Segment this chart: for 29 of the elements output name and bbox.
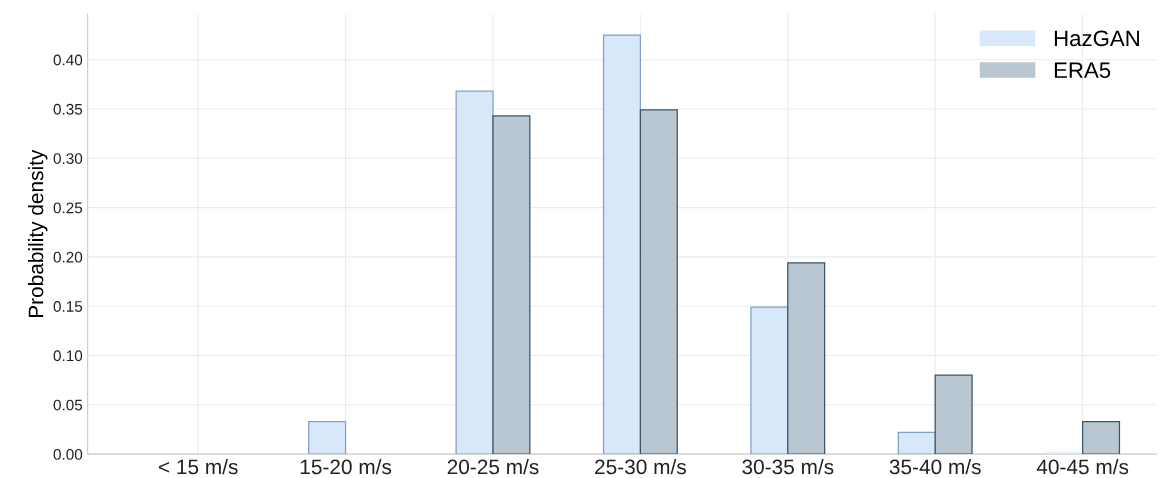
x-tick-label: 25-30 m/s — [595, 458, 686, 475]
x-tick-label: 40-45 m/s — [1036, 458, 1129, 475]
y-tick-label: 0.10 — [53, 350, 83, 362]
bar — [1081, 420, 1121, 455]
y-tick-label: 0.25 — [53, 202, 83, 214]
y-axis-title: Probability density — [28, 149, 48, 318]
y-tick-label: 0.20 — [53, 251, 83, 263]
x-tick-label: < 15 m/s — [158, 458, 238, 475]
y-tick-label: 0.40 — [53, 54, 83, 66]
y-tick-label: 0.05 — [53, 399, 83, 411]
bar — [934, 374, 973, 455]
x-tick-label: 30-35 m/s — [742, 458, 834, 475]
y-tick-label: 0.35 — [53, 103, 83, 115]
bar — [602, 34, 642, 455]
bar — [639, 109, 678, 455]
x-tick-label: 35-40 m/s — [889, 458, 981, 475]
y-tick-label: 0.00 — [53, 448, 83, 460]
bar — [308, 420, 347, 455]
bar — [492, 115, 531, 455]
bar — [750, 306, 789, 455]
y-tick-label: 0.30 — [53, 153, 83, 164]
bar — [455, 90, 494, 455]
bar — [787, 262, 826, 455]
x-tick-label: 20-25 m/s — [447, 458, 539, 475]
legend-label: HazGAN — [1054, 30, 1139, 47]
x-tick-label: 15-20 m/s — [300, 458, 392, 475]
bar — [897, 431, 936, 455]
y-tick-label: 0.15 — [53, 301, 83, 312]
legend-label: ERA5 — [1054, 62, 1111, 79]
